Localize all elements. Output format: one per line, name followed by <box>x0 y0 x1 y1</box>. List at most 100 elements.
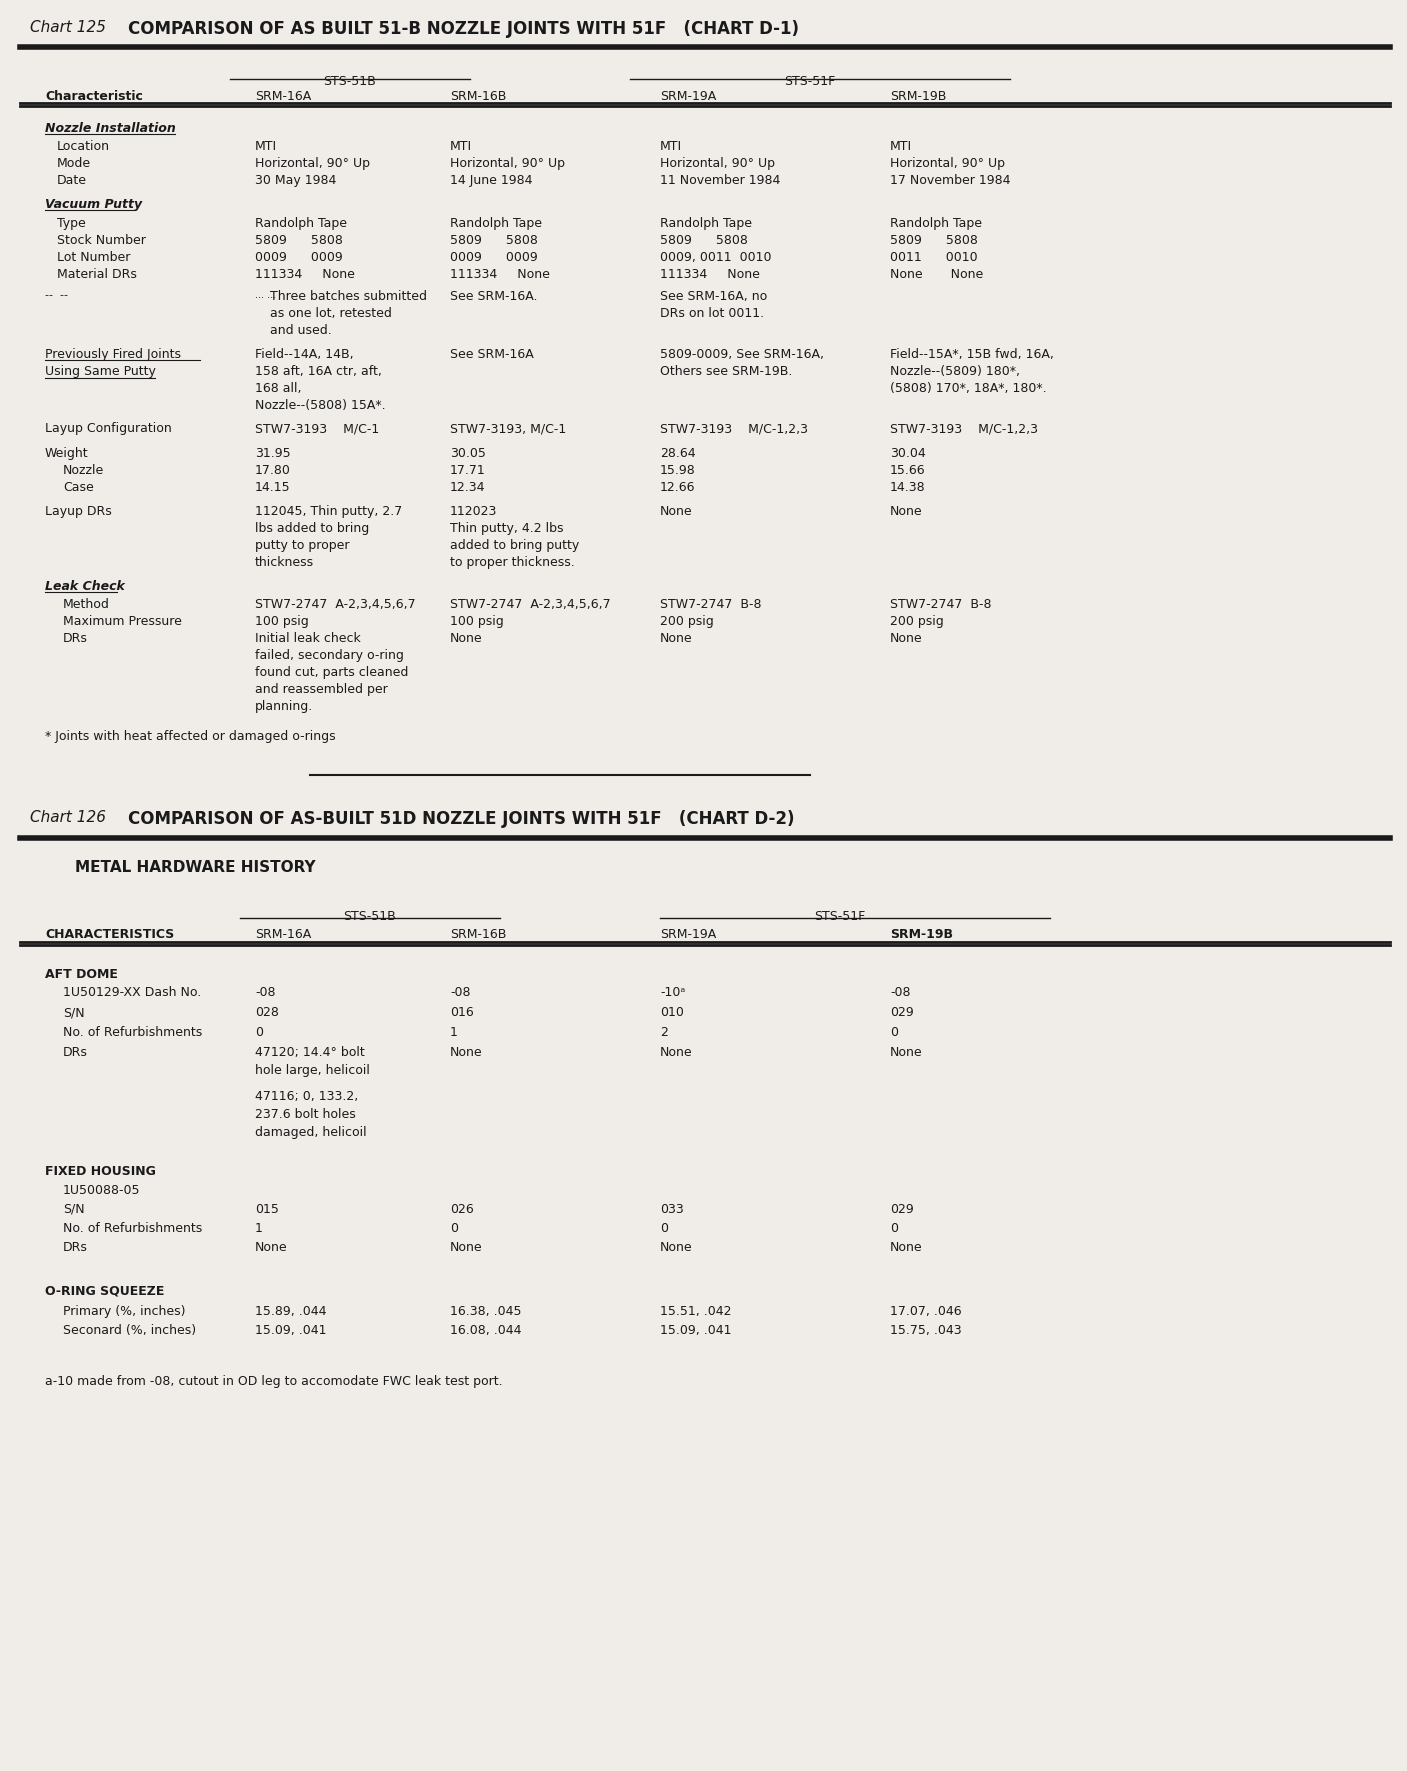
Text: 47120; 14.4° bolt: 47120; 14.4° bolt <box>255 1047 364 1059</box>
Text: Primary (%, inches): Primary (%, inches) <box>63 1305 186 1318</box>
Text: Method: Method <box>63 599 110 611</box>
Text: Nozzle--(5808) 15A*.: Nozzle--(5808) 15A*. <box>255 398 386 413</box>
Text: None: None <box>450 1047 483 1059</box>
Text: Location: Location <box>58 140 110 152</box>
Text: Weight: Weight <box>45 446 89 460</box>
Text: 12.66: 12.66 <box>660 482 695 494</box>
Text: STS-51F: STS-51F <box>815 910 865 923</box>
Text: to proper thickness.: to proper thickness. <box>450 556 574 568</box>
Text: 16.08, .044: 16.08, .044 <box>450 1325 522 1337</box>
Text: and used.: and used. <box>270 324 332 336</box>
Text: Randolph Tape: Randolph Tape <box>660 218 751 230</box>
Text: See SRM-16A, no: See SRM-16A, no <box>660 290 767 303</box>
Text: Horizontal, 90° Up: Horizontal, 90° Up <box>660 158 775 170</box>
Text: 5809-0009, See SRM-16A,: 5809-0009, See SRM-16A, <box>660 347 825 361</box>
Text: 0009      0009: 0009 0009 <box>450 251 537 264</box>
Text: 5809      5808: 5809 5808 <box>660 234 749 246</box>
Text: Chart 126: Chart 126 <box>30 809 106 825</box>
Text: DRs: DRs <box>63 632 87 645</box>
Text: Previously Fired Joints: Previously Fired Joints <box>45 347 182 361</box>
Text: putty to proper: putty to proper <box>255 538 349 553</box>
Text: None: None <box>450 632 483 645</box>
Text: ... ...: ... ... <box>255 290 276 299</box>
Text: and reassembled per: and reassembled per <box>255 684 388 696</box>
Text: found cut, parts cleaned: found cut, parts cleaned <box>255 666 408 678</box>
Text: 14.15: 14.15 <box>255 482 291 494</box>
Text: 1U50088-05: 1U50088-05 <box>63 1185 141 1197</box>
Text: 0011      0010: 0011 0010 <box>891 251 978 264</box>
Text: 11 November 1984: 11 November 1984 <box>660 174 781 188</box>
Text: 30 May 1984: 30 May 1984 <box>255 174 336 188</box>
Text: 033: 033 <box>660 1203 684 1217</box>
Text: 112045, Thin putty, 2.7: 112045, Thin putty, 2.7 <box>255 505 402 517</box>
Text: 200 psig: 200 psig <box>660 615 713 629</box>
Text: METAL HARDWARE HISTORY: METAL HARDWARE HISTORY <box>75 861 315 875</box>
Text: -10ᵃ: -10ᵃ <box>660 986 685 999</box>
Text: 100 psig: 100 psig <box>255 615 308 629</box>
Text: -08: -08 <box>255 986 276 999</box>
Text: a-10 made from -08, cutout in OD leg to accomodate FWC leak test port.: a-10 made from -08, cutout in OD leg to … <box>45 1374 502 1388</box>
Text: 5809      5808: 5809 5808 <box>891 234 978 246</box>
Text: Layup Configuration: Layup Configuration <box>45 421 172 436</box>
Text: 0: 0 <box>891 1025 898 1040</box>
Text: Randolph Tape: Randolph Tape <box>255 218 348 230</box>
Text: 15.09, .041: 15.09, .041 <box>660 1325 732 1337</box>
Text: 026: 026 <box>450 1203 474 1217</box>
Text: SRM-16A: SRM-16A <box>255 90 311 103</box>
Text: STS-51F: STS-51F <box>784 74 836 89</box>
Text: 100 psig: 100 psig <box>450 615 504 629</box>
Text: STW7-3193    M/C-1,2,3: STW7-3193 M/C-1,2,3 <box>660 421 808 436</box>
Text: 015: 015 <box>255 1203 279 1217</box>
Text: 17.07, .046: 17.07, .046 <box>891 1305 961 1318</box>
Text: Material DRs: Material DRs <box>58 267 136 282</box>
Text: 15.51, .042: 15.51, .042 <box>660 1305 732 1318</box>
Text: Field--15A*, 15B fwd, 16A,: Field--15A*, 15B fwd, 16A, <box>891 347 1054 361</box>
Text: Initial leak check: Initial leak check <box>255 632 360 645</box>
Text: 028: 028 <box>255 1006 279 1018</box>
Text: STW7-2747  B-8: STW7-2747 B-8 <box>660 599 761 611</box>
Text: 0: 0 <box>450 1222 459 1234</box>
Text: 158 aft, 16A ctr, aft,: 158 aft, 16A ctr, aft, <box>255 365 381 377</box>
Text: Nozzle--(5809) 180*,: Nozzle--(5809) 180*, <box>891 365 1020 377</box>
Text: SRM-16B: SRM-16B <box>450 90 507 103</box>
Text: STW7-3193, M/C-1: STW7-3193, M/C-1 <box>450 421 566 436</box>
Text: MTI: MTI <box>255 140 277 152</box>
Text: 16.38, .045: 16.38, .045 <box>450 1305 522 1318</box>
Text: None: None <box>891 1047 923 1059</box>
Text: SRM-19B: SRM-19B <box>891 928 953 940</box>
Text: 029: 029 <box>891 1006 913 1018</box>
Text: Nozzle: Nozzle <box>63 464 104 476</box>
Text: 14.38: 14.38 <box>891 482 926 494</box>
Text: Date: Date <box>58 174 87 188</box>
Text: None       None: None None <box>891 267 983 282</box>
Text: 200 psig: 200 psig <box>891 615 944 629</box>
Text: SRM-19A: SRM-19A <box>660 928 716 940</box>
Text: 1: 1 <box>255 1222 263 1234</box>
Text: S/N: S/N <box>63 1006 84 1018</box>
Text: None: None <box>891 505 923 517</box>
Text: thickness: thickness <box>255 556 314 568</box>
Text: 010: 010 <box>660 1006 684 1018</box>
Text: Case: Case <box>63 482 94 494</box>
Text: -08: -08 <box>891 986 910 999</box>
Text: 0009, 0011  0010: 0009, 0011 0010 <box>660 251 771 264</box>
Text: 0009      0009: 0009 0009 <box>255 251 343 264</box>
Text: None: None <box>891 632 923 645</box>
Text: Layup DRs: Layup DRs <box>45 505 111 517</box>
Text: Lot Number: Lot Number <box>58 251 131 264</box>
Text: COMPARISON OF AS BUILT 51-B NOZZLE JOINTS WITH 51F   (CHART D-1): COMPARISON OF AS BUILT 51-B NOZZLE JOINT… <box>128 19 799 37</box>
Text: MTI: MTI <box>891 140 912 152</box>
Text: Stock Number: Stock Number <box>58 234 146 246</box>
Text: 30.04: 30.04 <box>891 446 926 460</box>
Text: None: None <box>660 1241 692 1254</box>
Text: Chart 125: Chart 125 <box>30 19 106 35</box>
Text: 15.66: 15.66 <box>891 464 926 476</box>
Text: 016: 016 <box>450 1006 474 1018</box>
Text: Horizontal, 90° Up: Horizontal, 90° Up <box>891 158 1005 170</box>
Text: 2: 2 <box>660 1025 668 1040</box>
Text: 15.98: 15.98 <box>660 464 695 476</box>
Text: FIXED HOUSING: FIXED HOUSING <box>45 1165 156 1178</box>
Text: Randolph Tape: Randolph Tape <box>450 218 542 230</box>
Text: S/N: S/N <box>63 1203 84 1217</box>
Text: See SRM-16A.: See SRM-16A. <box>450 290 537 303</box>
